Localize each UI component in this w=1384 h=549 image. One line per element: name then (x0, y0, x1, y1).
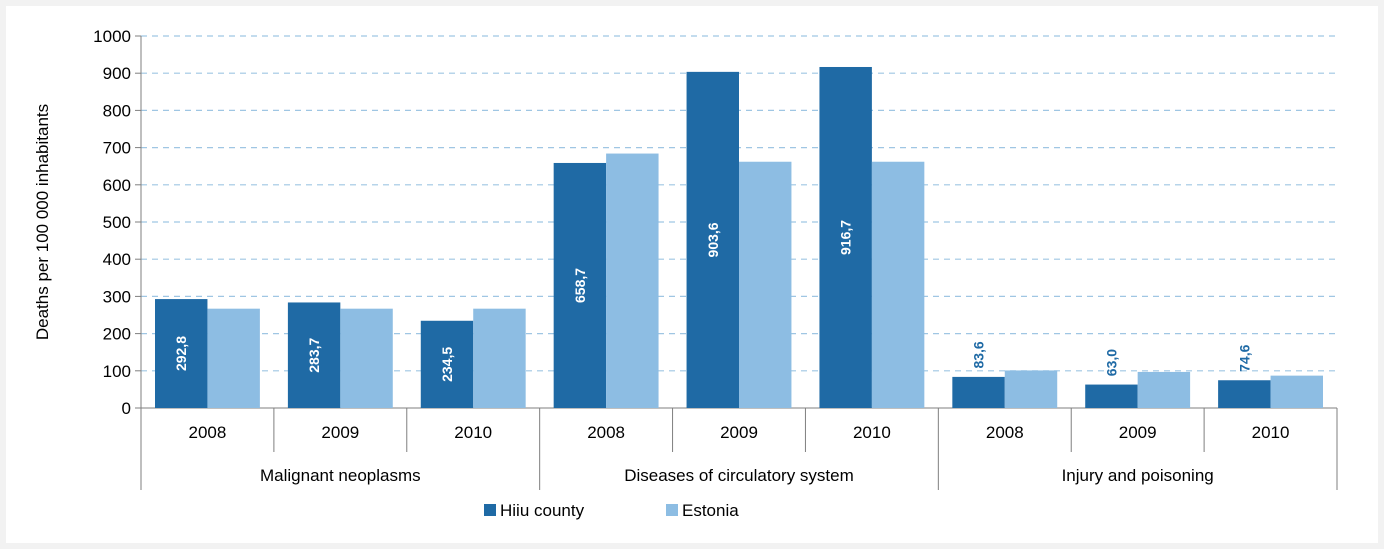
x-category-label: 2008 (587, 423, 625, 442)
y-tick-label: 700 (103, 139, 131, 158)
x-category-label: 2009 (321, 423, 359, 442)
data-label: 283,7 (306, 338, 322, 373)
x-category-label: 2010 (853, 423, 891, 442)
legend-label: Hiiu county (500, 501, 585, 520)
bar-hiiu-county (1085, 384, 1138, 408)
data-label: 83,6 (971, 341, 987, 368)
bar-hiiu-county (819, 66, 872, 408)
y-tick-label: 300 (103, 287, 131, 306)
x-category-label: 2008 (189, 423, 227, 442)
bar-hiiu-county (420, 320, 474, 408)
bar-hiiu-county (686, 71, 739, 408)
y-tick-label: 900 (103, 64, 131, 83)
y-tick-label: 500 (103, 213, 131, 232)
bar-estonia (207, 308, 260, 408)
bar-hiiu-county (952, 376, 1005, 408)
data-label: 916,7 (838, 220, 854, 255)
legend-swatch (484, 504, 496, 516)
data-label: 234,5 (439, 347, 455, 382)
chart-container: 0 100 200 300 400 500 600 700 800 900 1000 Deaths p… (6, 6, 1378, 543)
y-axis-title: Deaths per 100 000 inhabitants (33, 104, 52, 340)
bar-estonia (1270, 375, 1323, 408)
legend-label: Estonia (682, 501, 739, 520)
bar-chart: 0 100 200 300 400 500 600 700 800 900 1000 Deaths p… (33, 27, 1338, 520)
y-tick-label: 200 (103, 325, 131, 344)
bar-estonia (739, 161, 792, 408)
bar-hiiu-county (155, 299, 208, 408)
x-category-label: 2009 (720, 423, 758, 442)
x-category-label: 2009 (1119, 423, 1157, 442)
bar-estonia (871, 161, 925, 408)
x-category-label: 2010 (1252, 423, 1290, 442)
x-category-label: 2010 (454, 423, 492, 442)
data-label: 903,6 (705, 222, 721, 257)
bar-hiiu-county (287, 302, 341, 408)
bar-estonia (1004, 370, 1058, 408)
data-label: 74,6 (1236, 344, 1252, 371)
bar-hiiu-county (553, 162, 607, 408)
bar-estonia (340, 308, 393, 408)
bar-estonia (473, 308, 526, 408)
y-tick-label: 0 (122, 399, 131, 418)
bar-hiiu-county (1218, 380, 1271, 408)
x-category-label: 2008 (986, 423, 1024, 442)
data-label: 292,8 (173, 336, 189, 371)
y-tick-label: 800 (103, 101, 131, 120)
bar-estonia (606, 153, 659, 408)
legend-swatch (666, 504, 678, 516)
data-label: 63,0 (1103, 349, 1119, 376)
bar-estonia (1137, 371, 1191, 408)
x-group-label: Malignant neoplasms (260, 466, 421, 485)
data-label: 658,7 (572, 268, 588, 303)
y-tick-label: 400 (103, 250, 131, 269)
x-group-label: Injury and poisoning (1062, 466, 1214, 485)
y-tick-label: 600 (103, 176, 131, 195)
x-group-label: Diseases of circulatory system (624, 466, 854, 485)
y-tick-label: 100 (103, 362, 131, 381)
y-tick-label: 1000 (93, 27, 131, 46)
